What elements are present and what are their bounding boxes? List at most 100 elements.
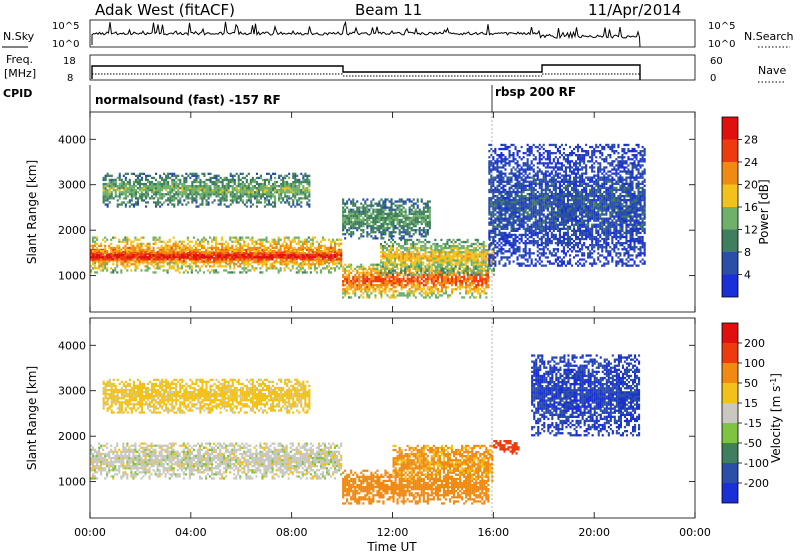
data-cell: [223, 197, 226, 200]
data-cell: [372, 284, 375, 287]
data-cell: [444, 292, 447, 295]
data-cell: [388, 251, 391, 254]
data-cell: [476, 269, 479, 272]
data-cell: [334, 267, 337, 270]
data-cell: [211, 182, 214, 186]
data-cell: [132, 256, 135, 259]
data-cell: [434, 245, 437, 248]
data-cell: [452, 242, 455, 246]
data-cell: [346, 292, 349, 295]
data-cell: [392, 249, 395, 252]
data-cell: [406, 229, 409, 232]
data-cell: [190, 258, 193, 261]
data-cell: [245, 201, 248, 204]
data-cell: [257, 193, 260, 196]
data-cell: [299, 262, 302, 265]
data-cell: [360, 214, 363, 217]
data-cell: [311, 263, 314, 266]
data-cell: [305, 254, 308, 257]
data-cell: [388, 273, 391, 277]
data-cell: [245, 258, 248, 261]
data-cell: [308, 191, 311, 194]
data-cell: [173, 195, 176, 198]
data-cell: [203, 195, 206, 198]
data-cell: [306, 203, 309, 206]
data-cell: [306, 176, 309, 180]
data-cell: [342, 233, 345, 236]
data-cell: [352, 277, 355, 281]
data-cell: [473, 288, 476, 291]
data-cell: [108, 189, 111, 192]
data-cell: [205, 248, 208, 252]
data-cell: [376, 229, 379, 232]
data-cell: [120, 178, 123, 182]
data-cell: [124, 176, 127, 180]
data-cell: [270, 203, 273, 206]
data-cell: [414, 296, 417, 299]
data-cell: [317, 258, 320, 261]
data-cell: [303, 252, 306, 255]
data-cell: [305, 240, 308, 243]
data-cell: [410, 218, 413, 222]
data-cell: [366, 280, 369, 283]
data-cell: [100, 244, 103, 247]
data-cell: [116, 203, 119, 206]
data-cell: [358, 220, 361, 224]
data-cell: [400, 267, 403, 270]
data-cell: [251, 191, 254, 194]
data-cell: [116, 195, 119, 198]
data-cell: [263, 180, 266, 184]
data-cell: [447, 280, 450, 283]
data-cell: [253, 197, 256, 200]
data-cell: [195, 191, 198, 194]
data-cell: [380, 290, 383, 293]
data-cell: [92, 240, 95, 243]
data-cell: [217, 252, 220, 255]
data-cell: [319, 260, 322, 263]
data-cell: [184, 248, 187, 252]
data-cell: [249, 259, 252, 262]
data-cell: [382, 280, 385, 283]
data-cell: [92, 244, 95, 247]
data-cell: [213, 236, 216, 239]
data-cell: [255, 246, 258, 250]
data-cell: [118, 189, 121, 192]
data-cell: [414, 263, 417, 266]
data-cell: [440, 238, 443, 242]
data-cell: [201, 187, 204, 190]
data-cell: [370, 227, 373, 230]
data-cell: [372, 265, 375, 268]
data-cell: [203, 189, 206, 192]
data-cell: [134, 236, 137, 239]
data-cell: [462, 247, 465, 250]
data-cell: [90, 269, 93, 272]
data-cell: [476, 261, 479, 264]
data-cell: [233, 182, 236, 186]
data-cell: [292, 180, 295, 184]
data-cell: [253, 193, 256, 196]
data-cell: [388, 290, 391, 293]
data-cell: [231, 240, 234, 243]
cpid-label: CPID: [3, 87, 32, 100]
data-cell: [94, 258, 97, 261]
data-cell: [295, 254, 298, 257]
data-cell: [293, 263, 296, 266]
data-cell: [332, 259, 335, 262]
data-cell: [381, 251, 384, 254]
data-cell: [269, 250, 272, 253]
data-cell: [174, 250, 177, 253]
data-cell: [223, 248, 226, 252]
data-cell: [122, 187, 125, 190]
data-cell: [412, 292, 415, 295]
data-cell: [145, 187, 148, 190]
data-cell: [442, 261, 445, 264]
data-cell: [136, 265, 139, 268]
data-cell: [132, 182, 135, 186]
data-cell: [263, 189, 266, 192]
data-cell: [197, 205, 200, 208]
data-cell: [372, 229, 375, 232]
data-cell: [321, 263, 324, 266]
data-cell: [388, 220, 391, 224]
data-cell: [358, 288, 361, 291]
data-cell: [146, 256, 149, 259]
